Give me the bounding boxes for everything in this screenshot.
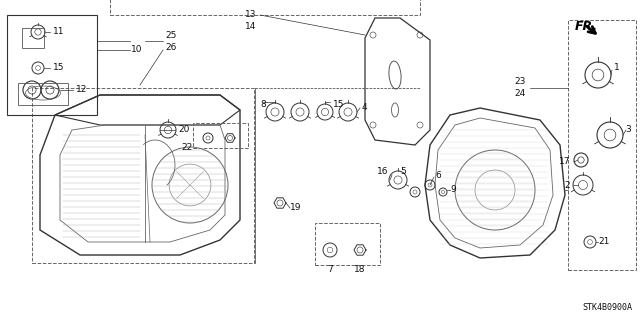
Text: 14: 14 [245,22,257,31]
Bar [18,83,68,105]
Bar [315,223,380,265]
Text: 1: 1 [614,63,620,72]
Text: 6: 6 [435,170,441,180]
Text: 13: 13 [245,10,257,19]
Text: 4: 4 [362,103,367,113]
Text: 25: 25 [165,31,177,40]
Text: 7: 7 [327,265,333,274]
Text: 15: 15 [333,100,345,109]
Text: 5: 5 [400,167,406,176]
Text: 26: 26 [165,42,177,51]
Text: 18: 18 [355,265,365,274]
Bar [7,15,97,115]
Text: 10: 10 [131,46,143,55]
Bar [32,88,254,263]
Bar [22,28,44,48]
Text: 3: 3 [625,125,631,135]
Text: 12: 12 [76,85,88,94]
Bar [110,0,420,15]
Text: 8: 8 [260,100,266,109]
Text: 9: 9 [450,186,456,195]
Text: 19: 19 [290,204,301,212]
Bar [568,20,636,270]
Text: 17: 17 [559,158,570,167]
Text: STK4B0900A: STK4B0900A [582,303,632,313]
Text: 15: 15 [53,63,65,72]
Text: 11: 11 [53,27,65,36]
Text: 23: 23 [514,78,525,86]
Text: 21: 21 [598,238,609,247]
Text: 24: 24 [514,90,525,99]
Bar [193,123,248,148]
Text: 20: 20 [178,125,189,135]
Text: FR.: FR. [575,19,598,33]
Text: 16: 16 [376,167,388,176]
Text: 2: 2 [564,181,570,189]
Text: 22: 22 [182,144,193,152]
